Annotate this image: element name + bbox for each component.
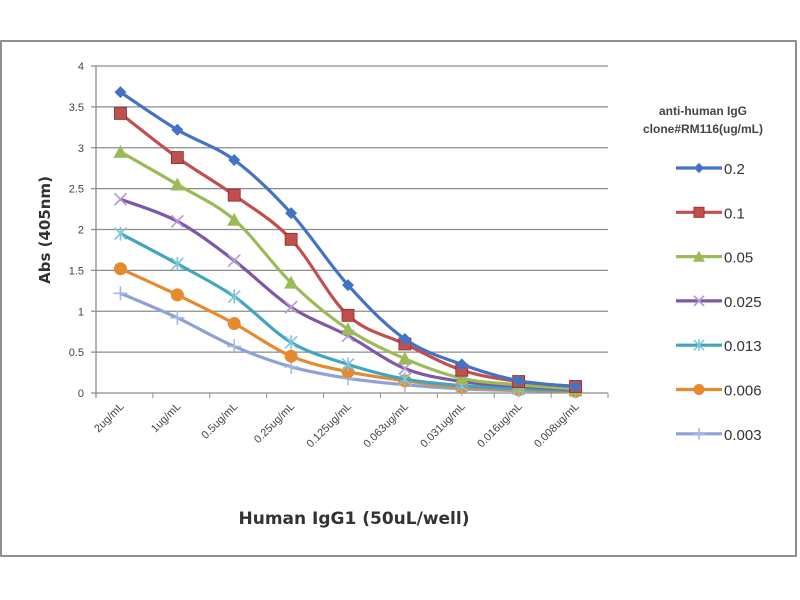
legend-marker-icon	[693, 427, 705, 440]
x-axis-title: Human IgG1 (50uL/well)	[239, 509, 470, 529]
gridlines	[91, 65, 608, 394]
data-point	[113, 192, 128, 206]
series-0-1	[114, 107, 582, 393]
data-point	[114, 107, 127, 120]
legend-marker-icon	[693, 162, 705, 174]
legend-item: 0.1	[676, 205, 745, 222]
data-point	[284, 349, 298, 363]
data-point	[170, 288, 184, 302]
legend-label: 0.003	[724, 427, 762, 444]
y-tick-label: 0	[78, 388, 84, 400]
x-tick-label: 0.016ug/mL	[475, 401, 525, 451]
x-tick-label: 0.008ug/mL	[532, 401, 582, 451]
legend-item: 0.013	[676, 338, 762, 355]
data-point	[285, 207, 298, 220]
x-tick-label: 0.031ug/mL	[418, 401, 468, 451]
data-point	[569, 380, 582, 393]
series-0-05	[113, 144, 583, 395]
y-axis-title: Abs (405nm)	[36, 176, 54, 284]
legend-label: 0.006	[724, 383, 762, 400]
data-point	[227, 289, 241, 304]
y-tick-label: 1.5	[69, 265, 84, 277]
data-point	[227, 317, 241, 331]
legend-label: 0.025	[724, 294, 762, 311]
legend: anti-human IgG clone#RM116(ug/mL) 0.2 0.1…	[643, 104, 763, 444]
data-point	[170, 310, 185, 325]
data-point	[284, 232, 298, 246]
data-point	[398, 372, 412, 387]
data-point	[113, 286, 128, 301]
data-point	[284, 300, 298, 314]
legend-marker-icon	[693, 250, 705, 262]
data-point	[113, 144, 128, 158]
data-point	[171, 123, 184, 136]
x-tick-label: 0.5ug/mL	[199, 401, 240, 442]
data-point	[284, 335, 298, 350]
y-tick-label: 4	[78, 61, 84, 73]
series-0-2	[114, 86, 582, 393]
legend-title-line-1: anti-human IgG	[659, 104, 747, 118]
x-tick-label: 0.125ug/mL	[305, 401, 355, 451]
legend-marker-icon	[693, 339, 705, 352]
legend-label: 0.1	[724, 205, 745, 222]
data-point	[397, 351, 412, 365]
x-tick-label: 0.063ug/mL	[361, 401, 411, 451]
x-axis: 2ug/mL 1ug/mL 0.5ug/mL 0.25ug/mL 0.125ug/mL 0…	[92, 393, 609, 451]
data-point	[114, 86, 127, 99]
legend-marker-icon	[693, 206, 705, 218]
data-point	[170, 177, 185, 191]
data-point	[227, 212, 242, 226]
y-tick-label: 2.5	[69, 184, 84, 196]
legend-label: 0.013	[724, 338, 762, 355]
data-point	[341, 357, 355, 372]
data-point	[284, 275, 299, 289]
y-tick-label: 3	[78, 143, 84, 155]
legend-item: 0.025	[676, 294, 762, 311]
data-point	[227, 339, 242, 354]
data-point	[341, 308, 355, 322]
data-point	[227, 253, 241, 268]
x-tick-label: 2ug/mL	[92, 401, 126, 435]
legend-item: 0.003	[676, 427, 762, 444]
y-axis: 0 0.5 1 1.5 2 2.5 3 3.5 4	[69, 61, 97, 400]
data-point	[342, 279, 354, 292]
data-point	[341, 322, 355, 336]
data-point	[113, 262, 127, 276]
legend-label: 0.2	[724, 161, 745, 178]
x-tick-label: 0.25ug/mL	[252, 401, 297, 446]
legend-item: 0.006	[676, 383, 762, 400]
data-point	[512, 374, 525, 387]
legend-label: 0.05	[724, 250, 753, 267]
y-tick-label: 2	[78, 225, 84, 237]
y-tick-label: 1	[78, 306, 84, 318]
data-point	[170, 214, 184, 228]
legend-marker-icon	[693, 383, 705, 396]
legend-item: 0.2	[676, 161, 745, 178]
data-point	[454, 371, 469, 385]
data-point	[113, 226, 128, 241]
legend-item: 0.05	[676, 250, 753, 267]
data-point	[227, 188, 241, 202]
legend-marker-icon	[693, 295, 705, 307]
data-point	[228, 154, 241, 167]
y-tick-label: 3.5	[69, 102, 84, 114]
legend-title-line-2: clone#RM116(ug/mL)	[643, 122, 763, 136]
data-point	[170, 151, 184, 164]
data-point	[455, 358, 468, 371]
series-line	[119, 112, 576, 389]
x-tick-label: 1ug/mL	[149, 401, 183, 435]
series-line	[119, 232, 576, 393]
data-point	[398, 333, 411, 346]
series-line	[119, 150, 576, 391]
data-point	[170, 256, 184, 271]
y-tick-label: 0.5	[69, 347, 84, 359]
series-line	[119, 90, 576, 389]
series-group	[113, 86, 583, 399]
